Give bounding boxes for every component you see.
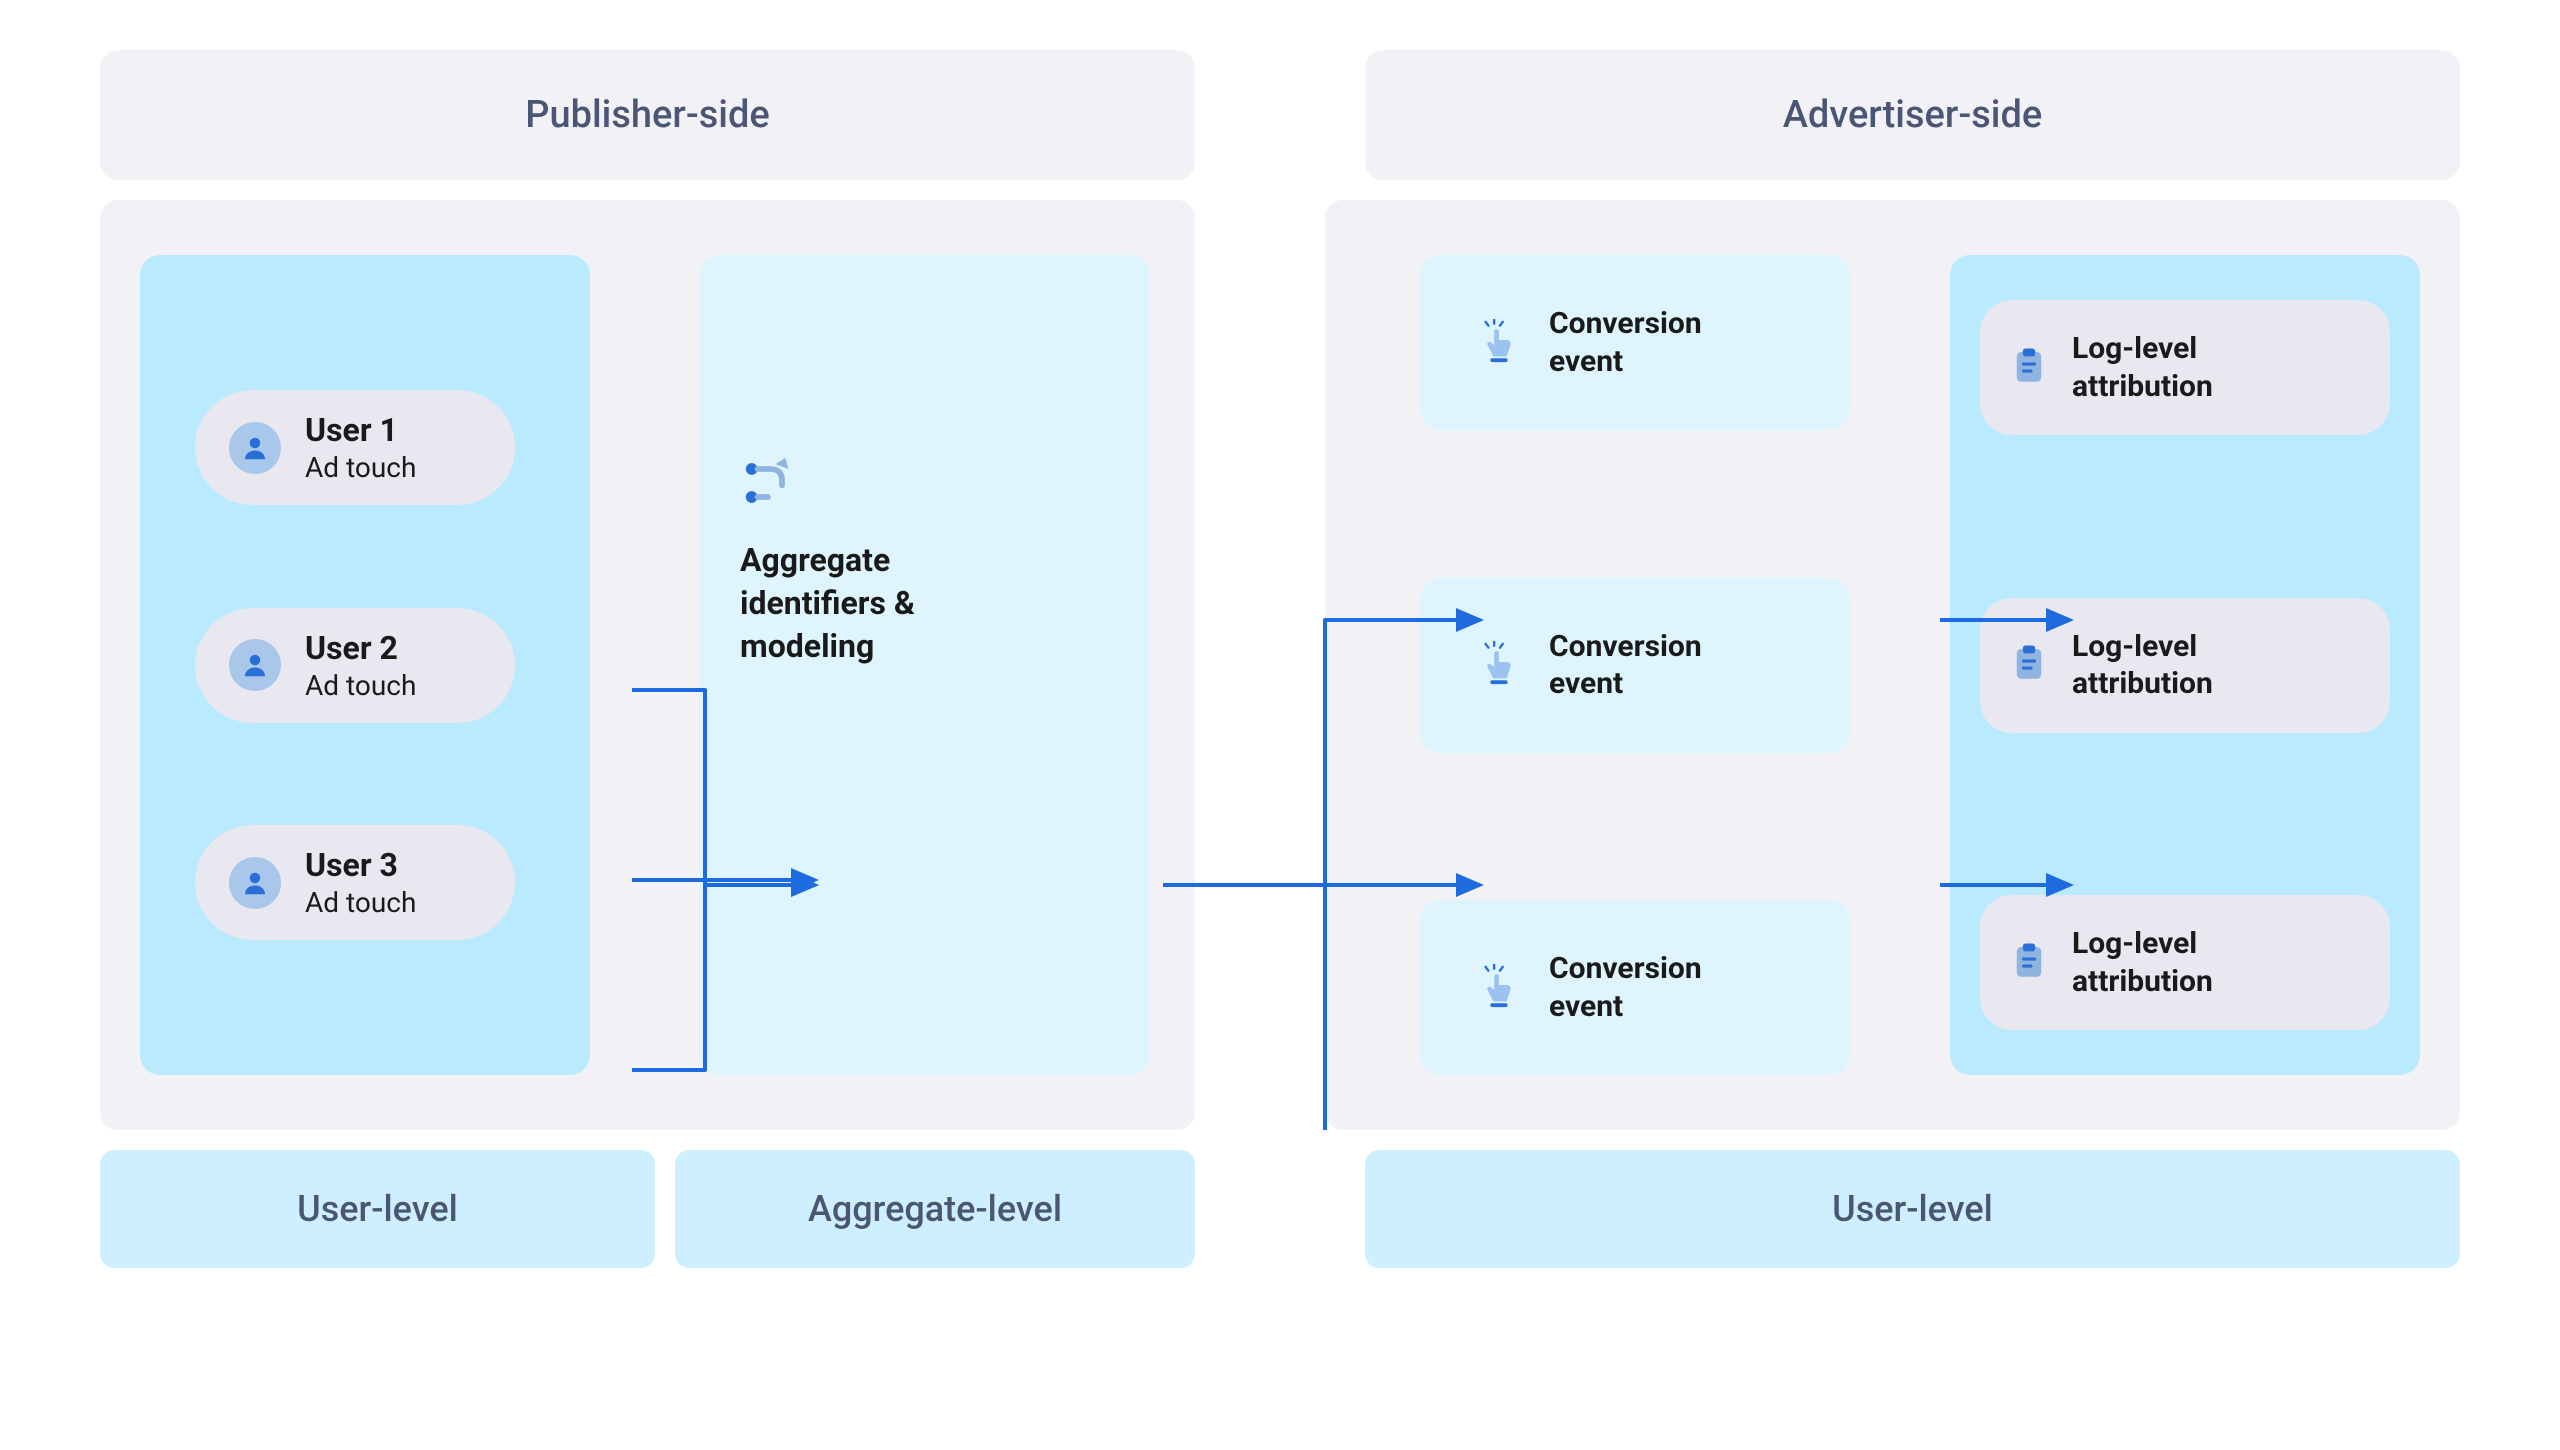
clipboard-icon [2008, 642, 2050, 688]
clipboard-icon [2008, 345, 2050, 391]
user-title: User 3 [305, 845, 416, 885]
footer-user-level-left: User-level [100, 1150, 655, 1268]
conversion-card: Conversion event [1420, 578, 1850, 753]
user-pill: User 1 Ad touch [195, 390, 515, 505]
conversions-column: Conversion event [1420, 255, 1850, 1075]
user-icon [229, 857, 281, 909]
user-title: User 1 [305, 410, 416, 450]
body-row: User 1 Ad touch User 2 Ad touch [100, 200, 2460, 1130]
aggregate-block: Aggregate identifiers & modeling [740, 455, 1110, 669]
user-icon [229, 639, 281, 691]
tap-icon [1475, 963, 1521, 1013]
header-advertiser: Advertiser-side [1365, 50, 2460, 180]
conversion-card: Conversion event [1420, 900, 1850, 1075]
footer-row: User-level Aggregate-level User-level [100, 1150, 2460, 1268]
user-pill: User 2 Ad touch [195, 608, 515, 723]
user-sub: Ad touch [305, 885, 416, 920]
conversion-card: Conversion event [1420, 255, 1850, 430]
aggregate-column: Aggregate identifiers & modeling [700, 255, 1150, 1075]
clipboard-icon [2008, 940, 2050, 986]
footer-user-level-right: User-level [1365, 1150, 2460, 1268]
header-advertiser-label: Advertiser-side [1783, 93, 2043, 137]
attribution-pill: Log-level attribution [1980, 598, 2390, 733]
user-icon [229, 422, 281, 474]
attribution-pill: Log-level attribution [1980, 300, 2390, 435]
header-publisher-label: Publisher-side [525, 93, 770, 137]
diagram-canvas: Publisher-side Advertiser-side User 1 Ad [100, 50, 2460, 1400]
user-pill: User 3 Ad touch [195, 825, 515, 940]
tap-icon [1475, 318, 1521, 368]
footer-aggregate-level: Aggregate-level [675, 1150, 1195, 1268]
users-column: User 1 Ad touch User 2 Ad touch [140, 255, 590, 1075]
aggregate-title: Aggregate identifiers & modeling [740, 539, 1110, 669]
tap-icon [1475, 640, 1521, 690]
advertiser-panel: Conversion event [1325, 200, 2460, 1130]
attribution-pill: Log-level attribution [1980, 895, 2390, 1030]
attributions-column: Log-level attribution [1950, 255, 2420, 1075]
user-sub: Ad touch [305, 450, 416, 485]
branch-icon [740, 455, 1110, 515]
user-title: User 2 [305, 628, 416, 668]
header-row: Publisher-side Advertiser-side [100, 50, 2460, 180]
header-publisher: Publisher-side [100, 50, 1195, 180]
user-sub: Ad touch [305, 668, 416, 703]
publisher-panel: User 1 Ad touch User 2 Ad touch [100, 200, 1195, 1130]
